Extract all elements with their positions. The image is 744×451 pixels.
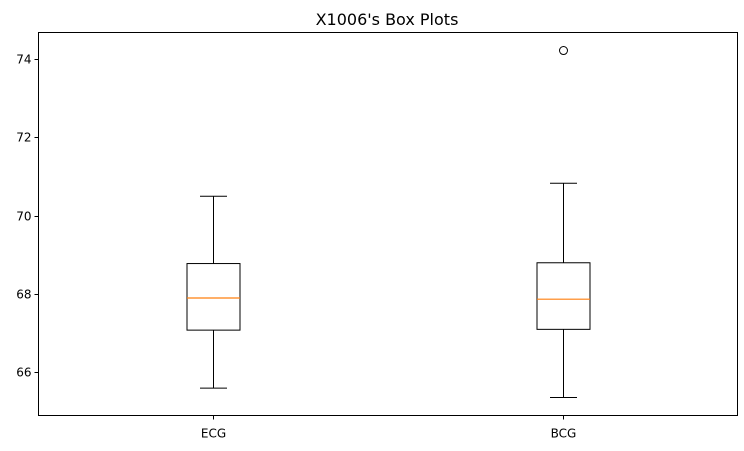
y-tick-label: 70 — [16, 210, 31, 224]
y-axis: 66 68 70 72 74 — [16, 53, 39, 380]
chart-title: X1006's Box Plots — [316, 10, 459, 29]
iqr-box — [186, 263, 241, 331]
x-tick-label: BCG — [551, 427, 577, 441]
y-tick-label: 74 — [16, 53, 31, 67]
box-plot-ecg — [186, 195, 241, 389]
box-plot-bcg — [536, 46, 591, 398]
y-tick-label: 66 — [16, 366, 31, 380]
y-tick-label: 72 — [16, 131, 31, 145]
x-axis: ECG BCG — [201, 415, 577, 441]
iqr-box — [536, 262, 591, 330]
y-tick-label: 68 — [16, 288, 31, 302]
outlier-point — [559, 46, 568, 56]
box-plots — [186, 46, 591, 398]
x-tick-label: ECG — [201, 427, 226, 441]
plot-area-frame — [38, 32, 738, 416]
